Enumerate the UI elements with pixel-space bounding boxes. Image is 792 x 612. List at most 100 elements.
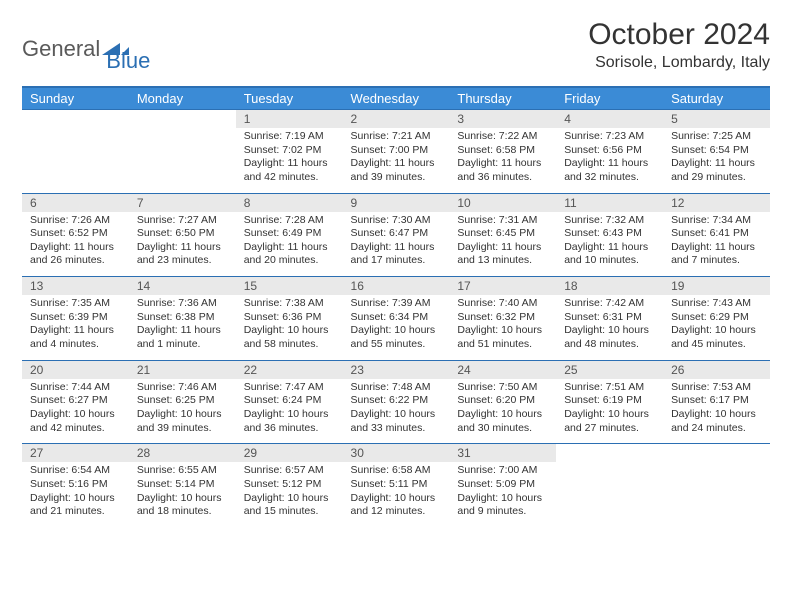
day-line: Daylight: 10 hours bbox=[457, 492, 548, 506]
day-line: and 33 minutes. bbox=[351, 422, 442, 436]
calendar-row: 6Sunrise: 7:26 AMSunset: 6:52 PMDaylight… bbox=[22, 193, 770, 277]
day-line: Daylight: 10 hours bbox=[671, 324, 762, 338]
day-line: Daylight: 11 hours bbox=[351, 241, 442, 255]
day-line: Sunrise: 7:35 AM bbox=[30, 297, 121, 311]
day-number: 25 bbox=[556, 361, 663, 379]
day-line: Sunset: 6:58 PM bbox=[457, 144, 548, 158]
day-line: Sunset: 6:43 PM bbox=[564, 227, 655, 241]
day-line: Daylight: 10 hours bbox=[564, 324, 655, 338]
calendar-cell: 28Sunrise: 6:55 AMSunset: 5:14 PMDayligh… bbox=[129, 444, 236, 527]
day-line: Daylight: 10 hours bbox=[30, 408, 121, 422]
day-line: Daylight: 11 hours bbox=[671, 157, 762, 171]
day-line: and 24 minutes. bbox=[671, 422, 762, 436]
day-line: and 1 minute. bbox=[137, 338, 228, 352]
calendar-cell: 5Sunrise: 7:25 AMSunset: 6:54 PMDaylight… bbox=[663, 110, 770, 194]
day-line: Sunset: 6:41 PM bbox=[671, 227, 762, 241]
day-line: Sunset: 6:36 PM bbox=[244, 311, 335, 325]
day-number: 12 bbox=[663, 194, 770, 212]
day-line: and 17 minutes. bbox=[351, 254, 442, 268]
day-number: 17 bbox=[449, 277, 556, 295]
day-line: Sunrise: 7:00 AM bbox=[457, 464, 548, 478]
calendar-cell: 22Sunrise: 7:47 AMSunset: 6:24 PMDayligh… bbox=[236, 360, 343, 444]
calendar-row: 13Sunrise: 7:35 AMSunset: 6:39 PMDayligh… bbox=[22, 277, 770, 361]
day-line: and 51 minutes. bbox=[457, 338, 548, 352]
day-line: and 42 minutes. bbox=[244, 171, 335, 185]
day-line: Sunset: 6:17 PM bbox=[671, 394, 762, 408]
logo: General Blue bbox=[22, 24, 150, 74]
day-line: Sunset: 5:16 PM bbox=[30, 478, 121, 492]
day-text: Sunrise: 6:57 AMSunset: 5:12 PMDaylight:… bbox=[236, 462, 343, 527]
day-line: Sunrise: 6:55 AM bbox=[137, 464, 228, 478]
day-line: Sunset: 6:50 PM bbox=[137, 227, 228, 241]
logo-text-blue: Blue bbox=[106, 48, 150, 74]
day-line: Sunrise: 7:47 AM bbox=[244, 381, 335, 395]
day-line: Sunrise: 6:54 AM bbox=[30, 464, 121, 478]
day-number: 28 bbox=[129, 444, 236, 462]
day-number: 21 bbox=[129, 361, 236, 379]
day-number: 13 bbox=[22, 277, 129, 295]
calendar-cell: 16Sunrise: 7:39 AMSunset: 6:34 PMDayligh… bbox=[343, 277, 450, 361]
calendar-cell: ..... bbox=[129, 110, 236, 194]
day-line: Sunrise: 7:21 AM bbox=[351, 130, 442, 144]
calendar-cell: 29Sunrise: 6:57 AMSunset: 5:12 PMDayligh… bbox=[236, 444, 343, 527]
day-line: Daylight: 10 hours bbox=[137, 408, 228, 422]
day-line: Sunset: 7:00 PM bbox=[351, 144, 442, 158]
day-text: Sunrise: 7:22 AMSunset: 6:58 PMDaylight:… bbox=[449, 128, 556, 193]
day-line: Sunset: 6:20 PM bbox=[457, 394, 548, 408]
day-text: Sunrise: 7:35 AMSunset: 6:39 PMDaylight:… bbox=[22, 295, 129, 360]
day-line: and 10 minutes. bbox=[564, 254, 655, 268]
day-line: and 30 minutes. bbox=[457, 422, 548, 436]
day-line: and 21 minutes. bbox=[30, 505, 121, 519]
day-text: Sunrise: 7:19 AMSunset: 7:02 PMDaylight:… bbox=[236, 128, 343, 193]
day-line: Sunset: 5:11 PM bbox=[351, 478, 442, 492]
day-text: Sunrise: 7:50 AMSunset: 6:20 PMDaylight:… bbox=[449, 379, 556, 444]
day-line: and 55 minutes. bbox=[351, 338, 442, 352]
day-line: Daylight: 10 hours bbox=[564, 408, 655, 422]
day-line: and 23 minutes. bbox=[137, 254, 228, 268]
day-text: Sunrise: 7:30 AMSunset: 6:47 PMDaylight:… bbox=[343, 212, 450, 277]
day-text: Sunrise: 7:31 AMSunset: 6:45 PMDaylight:… bbox=[449, 212, 556, 277]
day-line: Sunset: 6:52 PM bbox=[30, 227, 121, 241]
day-line: Sunrise: 7:40 AM bbox=[457, 297, 548, 311]
day-number: 20 bbox=[22, 361, 129, 379]
day-number: 1 bbox=[236, 110, 343, 128]
calendar-cell: 17Sunrise: 7:40 AMSunset: 6:32 PMDayligh… bbox=[449, 277, 556, 361]
day-text: Sunrise: 7:00 AMSunset: 5:09 PMDaylight:… bbox=[449, 462, 556, 527]
day-line: Sunrise: 7:31 AM bbox=[457, 214, 548, 228]
day-line: and 20 minutes. bbox=[244, 254, 335, 268]
day-line: Sunrise: 7:53 AM bbox=[671, 381, 762, 395]
day-line: Sunrise: 7:32 AM bbox=[564, 214, 655, 228]
calendar-cell: 21Sunrise: 7:46 AMSunset: 6:25 PMDayligh… bbox=[129, 360, 236, 444]
weekday-header: Wednesday bbox=[343, 88, 450, 110]
calendar-cell: 10Sunrise: 7:31 AMSunset: 6:45 PMDayligh… bbox=[449, 193, 556, 277]
day-line: Sunset: 6:34 PM bbox=[351, 311, 442, 325]
day-text: Sunrise: 6:58 AMSunset: 5:11 PMDaylight:… bbox=[343, 462, 450, 527]
day-line: Sunset: 6:19 PM bbox=[564, 394, 655, 408]
day-line: Daylight: 10 hours bbox=[457, 324, 548, 338]
day-line: Sunrise: 7:27 AM bbox=[137, 214, 228, 228]
day-number: 23 bbox=[343, 361, 450, 379]
day-number: 9 bbox=[343, 194, 450, 212]
day-line: Sunset: 6:49 PM bbox=[244, 227, 335, 241]
day-line: Daylight: 11 hours bbox=[137, 324, 228, 338]
calendar-cell: 7Sunrise: 7:27 AMSunset: 6:50 PMDaylight… bbox=[129, 193, 236, 277]
header: General Blue October 2024 Sorisole, Lomb… bbox=[22, 18, 770, 74]
calendar-row: ..........1Sunrise: 7:19 AMSunset: 7:02 … bbox=[22, 110, 770, 194]
day-line: and 27 minutes. bbox=[564, 422, 655, 436]
day-line: Daylight: 11 hours bbox=[457, 241, 548, 255]
day-number: 10 bbox=[449, 194, 556, 212]
day-line: Daylight: 11 hours bbox=[30, 324, 121, 338]
calendar-cell: 31Sunrise: 7:00 AMSunset: 5:09 PMDayligh… bbox=[449, 444, 556, 527]
day-number: 22 bbox=[236, 361, 343, 379]
page-title: October 2024 bbox=[588, 18, 770, 52]
day-line: and 36 minutes. bbox=[457, 171, 548, 185]
calendar-cell: 3Sunrise: 7:22 AMSunset: 6:58 PMDaylight… bbox=[449, 110, 556, 194]
calendar-cell: ..... bbox=[663, 444, 770, 527]
day-text: Sunrise: 7:51 AMSunset: 6:19 PMDaylight:… bbox=[556, 379, 663, 444]
day-number: 11 bbox=[556, 194, 663, 212]
day-number: 7 bbox=[129, 194, 236, 212]
day-text: Sunrise: 7:38 AMSunset: 6:36 PMDaylight:… bbox=[236, 295, 343, 360]
day-line: Sunset: 5:09 PM bbox=[457, 478, 548, 492]
day-line: Daylight: 11 hours bbox=[457, 157, 548, 171]
calendar-cell: 26Sunrise: 7:53 AMSunset: 6:17 PMDayligh… bbox=[663, 360, 770, 444]
